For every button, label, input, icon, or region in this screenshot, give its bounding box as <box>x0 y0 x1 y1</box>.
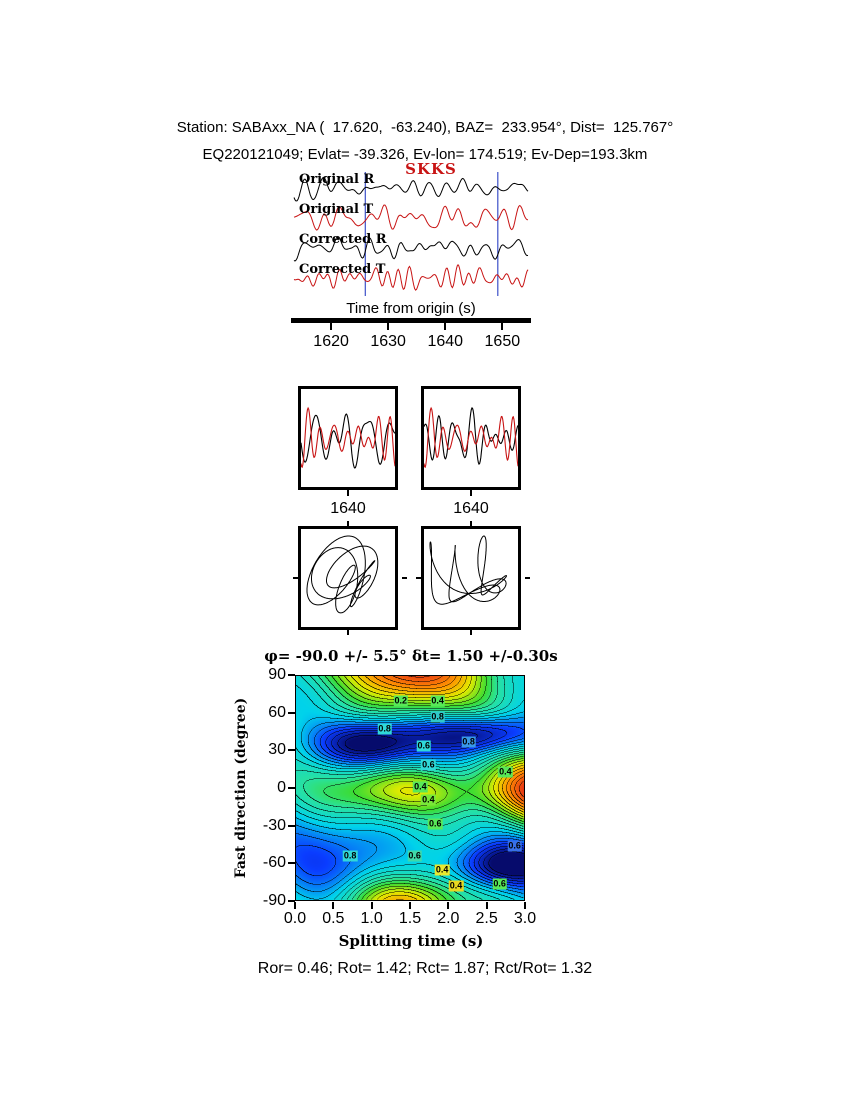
quality-metrics-text: Ror= 0.46; Rot= 1.42; Rct= 1.87; Rct/Rot… <box>257 960 593 977</box>
contour-level-label: 0.6 <box>492 878 507 890</box>
contour-level-label: 0.8 <box>430 711 445 723</box>
contour-level-label: 0.6 <box>407 850 422 862</box>
station-header: Station: SABAxx_NA ( 17.620, -63.240), B… <box>176 119 674 136</box>
contour-y-tick-label: 90 <box>268 666 286 683</box>
time-tick <box>444 323 447 330</box>
phase-label: SKKS <box>405 160 457 178</box>
contour-level-label: 0.6 <box>428 818 443 830</box>
contour-y-tick <box>288 900 295 902</box>
contour-level-label: 0.4 <box>430 695 445 707</box>
pm-tick-right <box>402 577 407 579</box>
particle-motion-plot-right <box>429 535 507 605</box>
time-tick-label: 1630 <box>370 333 406 350</box>
contour-level-label: 0.8 <box>461 736 476 748</box>
time-tick-label: 1640 <box>427 333 464 350</box>
contour-level-label: 0.4 <box>413 781 428 793</box>
contour-x-tick-label: 3.0 <box>513 910 537 927</box>
contour-x-tick <box>370 902 373 909</box>
contour-y-tick-label: 0 <box>277 779 286 796</box>
contour-level-label: 0.6 <box>507 840 522 852</box>
contour-y-tick <box>288 749 295 752</box>
contour-x-tick-label: 2.0 <box>437 910 460 927</box>
contour-y-tick <box>288 674 295 676</box>
seismogram-traces-plot <box>293 172 529 296</box>
contour-title: φ= -90.0 +/- 5.5° δt= 1.50 +/-0.30s <box>264 647 558 665</box>
contour-level-label: 0.4 <box>421 794 436 806</box>
error-surface-contour-plot <box>295 675 525 901</box>
zoom-left-tick-label: 1640 <box>330 500 366 517</box>
windowed-waveform-box-left <box>298 386 398 490</box>
trace-line <box>293 176 529 202</box>
particle-motion-path <box>429 535 507 605</box>
contour-x-tick-label: 1.5 <box>398 910 422 927</box>
contour-x-tick-label: 2.5 <box>475 910 498 927</box>
contour-level-label: 0.4 <box>434 864 450 876</box>
contour-y-tick <box>288 711 295 714</box>
contour-y-tick-label: -30 <box>262 816 286 834</box>
time-tick-label: 1620 <box>313 333 349 350</box>
time-tick <box>330 323 333 330</box>
contour-x-axis-label: Splitting time (s) <box>338 932 484 950</box>
contour-level-label: 0.8 <box>377 723 392 735</box>
contour-x-tick-label: 1.0 <box>360 910 383 927</box>
pm-tick-bottom <box>470 630 472 635</box>
contour-y-tick <box>288 862 295 865</box>
contour-level-label: 0.6 <box>416 740 432 752</box>
contour-level-label: 0.4 <box>448 880 464 892</box>
pm-tick-bottom <box>347 630 349 635</box>
contour-level-label: 0.8 <box>342 850 358 862</box>
windowed-trace-line <box>301 413 395 469</box>
contour-x-tick <box>332 902 335 909</box>
contour-x-tick-label: 0.5 <box>322 910 345 927</box>
trace-line <box>293 264 529 291</box>
zoom-right-tick <box>470 490 472 496</box>
contour-x-tick <box>485 902 488 909</box>
contour-y-axis-label: Fast direction (degree) <box>233 697 249 879</box>
windowed-trace-line <box>301 406 395 469</box>
pm-tick-right <box>525 577 530 579</box>
windowed-trace-line <box>424 406 518 469</box>
particle-motion-plot-left <box>306 535 379 614</box>
contour-x-tick-label: 0.0 <box>283 910 307 927</box>
event-header: EQ220121049; Evlat= -39.326, Ev-lon= 174… <box>202 146 648 163</box>
particle-motion-box-left <box>298 526 398 630</box>
contour-x-tick <box>447 902 450 909</box>
time-tick <box>501 323 504 330</box>
zoom-right-tick-label: 1640 <box>453 500 489 517</box>
contour-x-tick <box>409 902 411 909</box>
contour-y-tick-label: 30 <box>268 741 286 759</box>
contour-y-tick-label: 60 <box>268 703 286 721</box>
time-tick <box>387 323 390 330</box>
contour-x-tick <box>524 902 526 909</box>
time-axis-label: Time from origin (s) <box>343 300 479 317</box>
contour-y-tick <box>288 787 295 789</box>
contour-y-tick-label: -90 <box>262 892 286 909</box>
contour-level-labels-layer: 0.2 0.4 0.8 0.8 0.8 0.6 0.6 0.4 0.4 0.4 0.6 0.8 0.6 0… <box>295 675 525 901</box>
contour-level-label: 0.6 <box>421 759 436 771</box>
contour-y-tick-label: -60 <box>262 854 286 872</box>
time-tick-label: 1650 <box>484 333 521 350</box>
trace-line <box>293 235 529 262</box>
time-axis-bar <box>291 318 531 323</box>
windowed-waveform-plot-right <box>424 406 518 469</box>
particle-motion-path <box>306 535 379 614</box>
windowed-waveform-box-right <box>421 386 521 490</box>
trace-line <box>293 204 529 231</box>
contour-y-tick <box>288 824 295 827</box>
zoom-left-tick <box>347 490 349 496</box>
contour-level-label: 0.2 <box>393 695 409 707</box>
windowed-trace-line <box>424 407 518 465</box>
contour-x-tick <box>294 902 296 909</box>
contour-level-label: 0.4 <box>498 766 513 778</box>
windowed-waveform-plot-left <box>301 406 395 469</box>
particle-motion-box-right <box>421 526 521 630</box>
